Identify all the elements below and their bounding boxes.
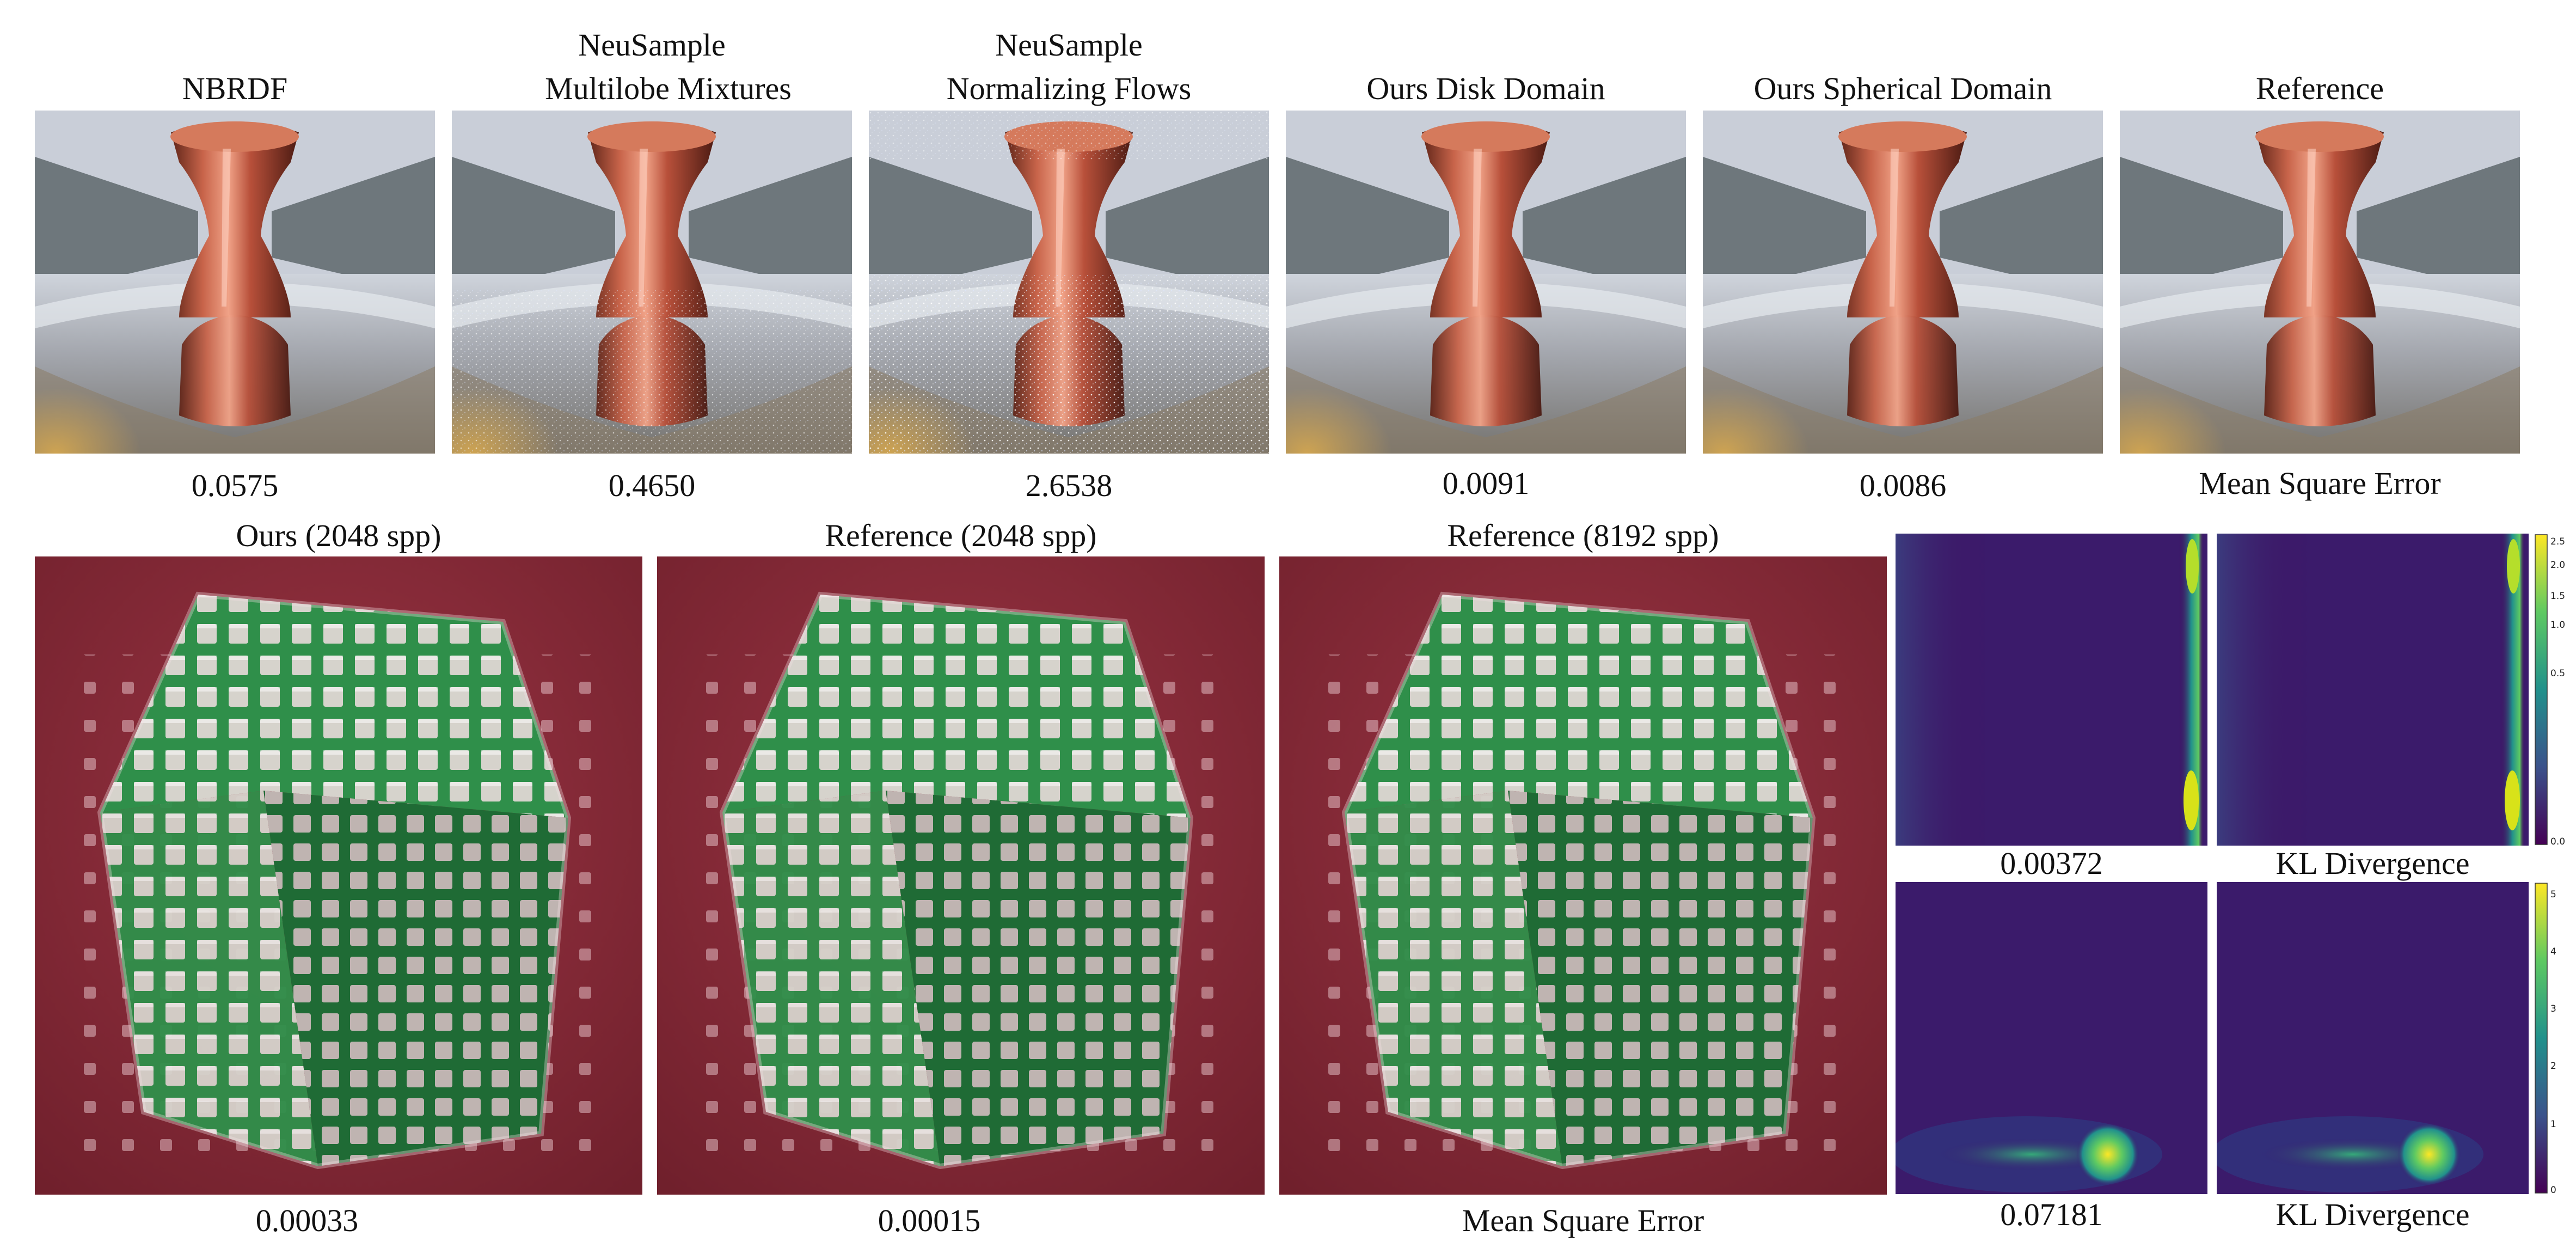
pdf-heatmap [2217, 882, 2529, 1194]
colorbar-tick: 2.5 [2550, 536, 2565, 547]
render-thumbnail [1286, 111, 1686, 454]
pdf-heatmap [1896, 534, 2207, 846]
metric-value: 0.0091 [1442, 466, 1530, 501]
render-title: Ours (2048 spp) [236, 518, 441, 553]
render-thumbnail [1703, 111, 2103, 454]
method-title: Ours Spherical Domain [1753, 71, 2052, 106]
method-subtitle: Normalizing Flows [946, 71, 1192, 106]
colorbar-tick: 3 [2550, 1004, 2556, 1014]
colorbar-tick: 2.0 [2550, 560, 2565, 571]
kl-value: 0.07181 [2000, 1197, 2103, 1232]
metric-value: 2.6538 [1025, 468, 1113, 503]
method-title: NeuSample [578, 27, 726, 63]
colorbar-tick: 2 [2550, 1061, 2556, 1072]
method-title: Reference [2255, 71, 2384, 106]
metric-value: 0.00033 [255, 1203, 359, 1238]
metric-value: 0.4650 [608, 468, 696, 503]
metric-label: Mean Square Error [2199, 466, 2441, 501]
pdf-heatmap [1896, 882, 2207, 1194]
colorbar-tick: 4 [2550, 946, 2556, 957]
cube-render [1279, 556, 1887, 1195]
colorbar: 5 4 3 2 1 0 [2534, 882, 2576, 1196]
metric-value: 0.00015 [878, 1203, 981, 1238]
colorbar-ticks: 5 4 3 2 1 0 [2550, 889, 2556, 1196]
colorbar-tick: 1.5 [2550, 591, 2565, 602]
kl-label: KL Divergence [2276, 1197, 2470, 1232]
render-thumbnail [2120, 111, 2520, 454]
method-subtitle: Multilobe Mixtures [545, 71, 792, 106]
cube-render [657, 556, 1265, 1195]
kl-label: KL Divergence [2276, 846, 2470, 881]
metric-value: 0.0086 [1859, 468, 1947, 503]
colorbar-tick: 0.0 [2550, 836, 2565, 846]
cube-render [35, 556, 642, 1195]
colorbar-tick: 0.5 [2550, 668, 2565, 679]
render-thumbnail [452, 111, 852, 454]
colorbar-tick: 5 [2550, 889, 2556, 900]
metric-label: Mean Square Error [1462, 1203, 1704, 1238]
render-thumbnail [35, 111, 435, 454]
pdf-heatmap [2217, 534, 2529, 846]
render-thumbnail [869, 111, 1269, 454]
metric-value: 0.0575 [191, 468, 279, 503]
colorbar-tick: 1 [2550, 1119, 2556, 1130]
colorbar-tick: 0 [2550, 1185, 2556, 1194]
colorbar-ticks: 2.5 2.0 1.5 1.0 0.5 0.0 [2550, 536, 2565, 847]
render-title: Reference (2048 spp) [825, 518, 1097, 553]
method-title: NeuSample [995, 27, 1143, 63]
render-title: Reference (8192 spp) [1447, 518, 1719, 553]
kl-value: 0.00372 [2000, 846, 2103, 881]
method-title: NBRDF [182, 71, 288, 106]
colorbar-tick: 1.0 [2550, 620, 2565, 631]
colorbar: 2.5 2.0 1.5 1.0 0.5 0.0 [2534, 534, 2576, 847]
method-title: Ours Disk Domain [1366, 71, 1605, 106]
